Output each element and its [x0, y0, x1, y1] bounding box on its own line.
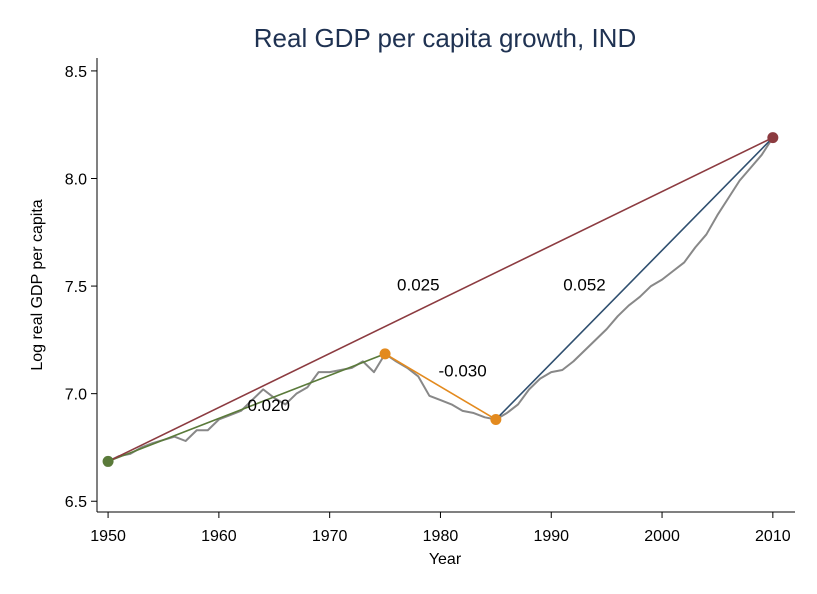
series-line-0 [107, 137, 774, 463]
series-line-1 [107, 353, 386, 463]
x-tick-label: 2010 [755, 528, 791, 545]
slope-label-3: 0.025 [397, 275, 440, 294]
x-tick-label: 1960 [201, 528, 237, 545]
chart-title: Real GDP per capita growth, IND [254, 23, 636, 53]
slope-label-0: 0.020 [247, 396, 290, 415]
x-tick-label: 2000 [644, 528, 680, 545]
marker-point-2 [490, 413, 502, 425]
slope-label-2: 0.052 [563, 275, 606, 294]
x-axis: 1950 1960 1970 1980 1990 2000 2010 [90, 511, 795, 545]
y-tick-label: 6.5 [65, 494, 87, 511]
marker-point-0 [102, 455, 114, 467]
x-tick-label: 1950 [90, 528, 126, 545]
x-tick-label: 1980 [423, 528, 459, 545]
y-axis: 6.5 7.0 7.5 8.0 8.5 [65, 58, 98, 512]
series-layer [107, 136, 774, 463]
y-tick-label: 7.0 [65, 387, 87, 404]
points-layer [102, 132, 779, 467]
series-line-2 [384, 353, 497, 421]
marker-point-1 [379, 348, 391, 360]
x-tick-label: 1990 [533, 528, 569, 545]
series-line-4 [107, 136, 774, 463]
y-tick-label: 8.0 [65, 171, 87, 188]
y-tick-label: 8.5 [65, 64, 87, 81]
y-axis-label: Log real GDP per capita [29, 199, 46, 370]
series-line-3 [495, 137, 774, 421]
x-tick-label: 1970 [312, 528, 348, 545]
slope-label-1: -0.030 [439, 361, 487, 380]
annotation-layer: 0.020 -0.030 0.052 0.025 [247, 275, 605, 414]
marker-point-3 [767, 132, 779, 144]
x-axis-label: Year [429, 551, 462, 568]
y-tick-label: 7.5 [65, 279, 87, 296]
